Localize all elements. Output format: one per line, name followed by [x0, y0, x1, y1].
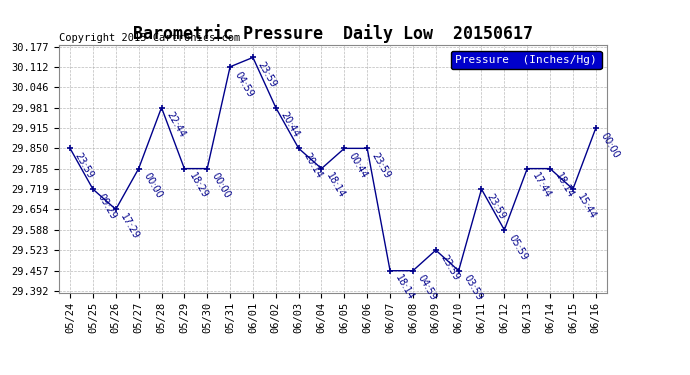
Text: 23:59: 23:59 [73, 151, 95, 180]
Text: 23:59: 23:59 [484, 192, 507, 221]
Text: 18:14: 18:14 [553, 171, 575, 200]
Text: 15:44: 15:44 [575, 192, 598, 221]
Text: 18:29: 18:29 [187, 171, 210, 201]
Text: 00:44: 00:44 [347, 151, 370, 180]
Text: Copyright 2015 Cartronics.com: Copyright 2015 Cartronics.com [59, 33, 240, 42]
Text: 20:14: 20:14 [302, 151, 324, 180]
Text: 04:59: 04:59 [233, 70, 255, 99]
Text: 09:29: 09:29 [96, 192, 118, 221]
Text: 04:59: 04:59 [415, 273, 438, 303]
Text: 00:00: 00:00 [210, 171, 233, 200]
Legend: Pressure  (Inches/Hg): Pressure (Inches/Hg) [451, 51, 602, 69]
Text: 00:00: 00:00 [141, 171, 164, 200]
Text: 20:44: 20:44 [279, 110, 301, 140]
Text: 22:44: 22:44 [164, 110, 187, 140]
Text: 23:59: 23:59 [256, 60, 278, 90]
Text: 18:14: 18:14 [324, 171, 347, 200]
Text: 18:14: 18:14 [393, 273, 415, 303]
Text: 17:29: 17:29 [119, 212, 141, 242]
Title: Barometric Pressure  Daily Low  20150617: Barometric Pressure Daily Low 20150617 [133, 24, 533, 44]
Text: 03:59: 03:59 [462, 273, 484, 303]
Text: 23:59: 23:59 [370, 151, 393, 180]
Text: 00:00: 00:00 [598, 131, 621, 160]
Text: 23:59: 23:59 [439, 253, 461, 282]
Text: 05:59: 05:59 [507, 233, 530, 262]
Text: 17:44: 17:44 [530, 171, 553, 201]
